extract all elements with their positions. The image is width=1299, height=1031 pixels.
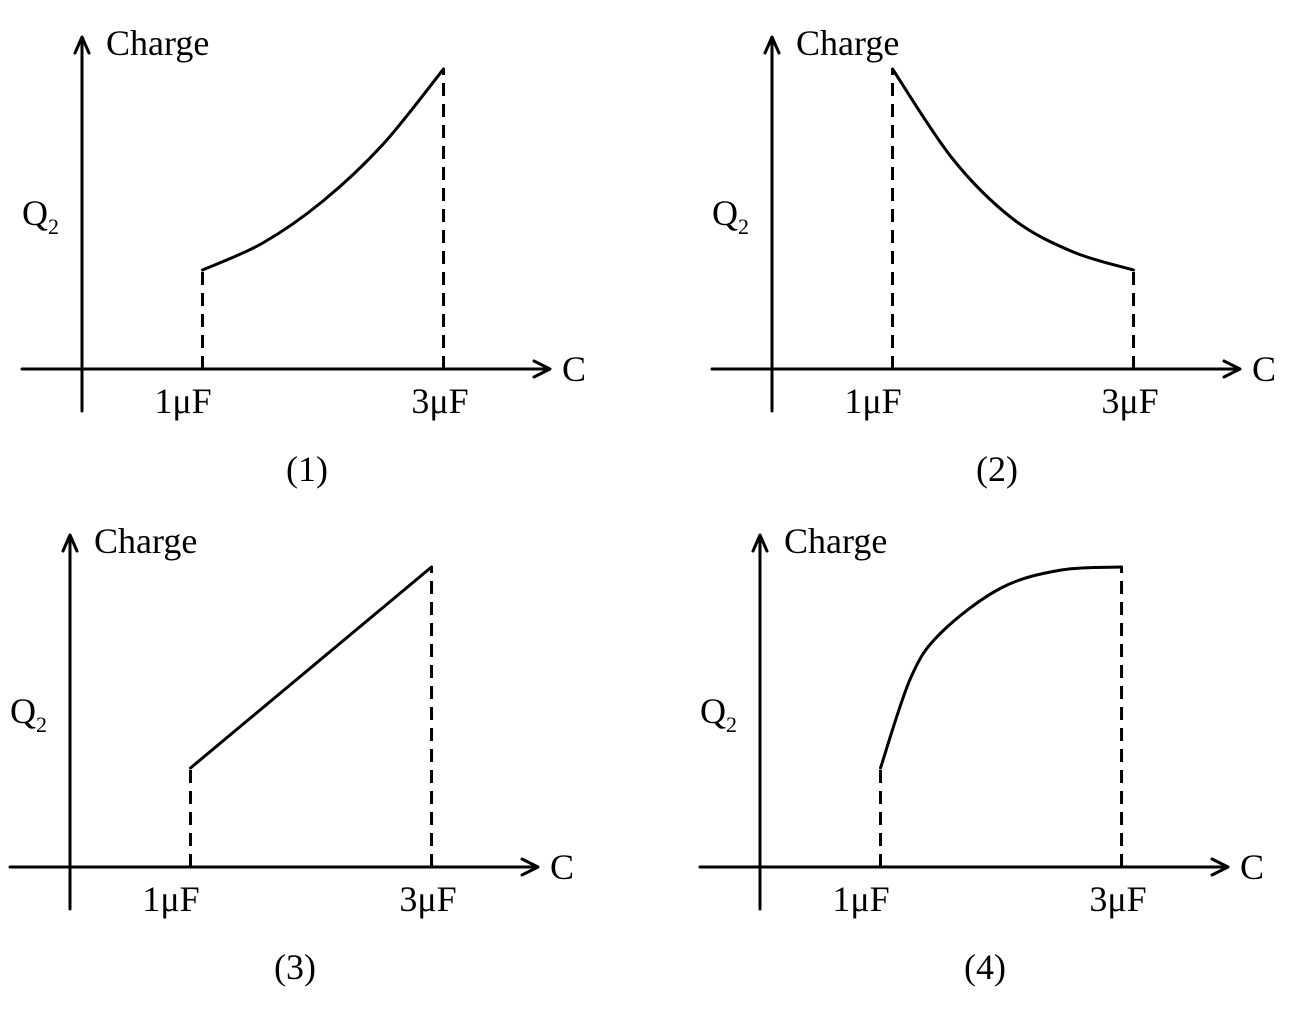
q-symbol: Q xyxy=(10,691,36,731)
y-axis-label: Charge xyxy=(94,521,197,561)
q-subscript: 2 xyxy=(726,712,737,737)
x-tick-label-1uf: 1μF xyxy=(832,879,889,919)
q2-level-label: Q2 xyxy=(10,691,47,737)
x-axis-label: C xyxy=(1252,349,1276,389)
series-marks xyxy=(201,67,446,369)
charge-curve xyxy=(201,67,446,272)
charge-curve xyxy=(879,565,1124,770)
q-subscript: 2 xyxy=(738,214,749,239)
y-axis-arrowhead xyxy=(61,533,79,553)
series-marks xyxy=(189,565,434,867)
x-tick-label-3uf: 3μF xyxy=(399,879,456,919)
q-symbol: Q xyxy=(22,193,48,233)
panel-caption: (4) xyxy=(964,947,1006,987)
y-axis-label: Charge xyxy=(784,521,887,561)
x-axis-arrowhead xyxy=(1222,359,1242,379)
x-tick-label-1uf: 1μF xyxy=(844,381,901,421)
series-marks xyxy=(891,67,1136,369)
x-axis-label: C xyxy=(562,349,586,389)
charge-curve xyxy=(891,67,1136,272)
x-tick-label-3uf: 3μF xyxy=(1089,879,1146,919)
panel-caption: (2) xyxy=(976,449,1018,489)
graph-panel-3: Charge C Q2 1μF 3μF (3) xyxy=(8,521,574,987)
y-axis-label: Charge xyxy=(106,23,209,63)
x-tick-label-1uf: 1μF xyxy=(154,381,211,421)
panel-caption: (1) xyxy=(286,449,328,489)
x-tick-label-1uf: 1μF xyxy=(142,879,199,919)
y-axis-arrowhead xyxy=(73,35,91,55)
panel-caption: (3) xyxy=(274,947,316,987)
q2-level-label: Q2 xyxy=(712,193,749,239)
q-symbol: Q xyxy=(700,691,726,731)
y-axis-arrowhead xyxy=(763,35,781,55)
q2-level-label: Q2 xyxy=(700,691,737,737)
graph-panel-4: Charge C Q2 1μF 3μF (4) xyxy=(698,521,1264,987)
x-tick-label-3uf: 3μF xyxy=(1101,381,1158,421)
x-axis-arrowhead xyxy=(520,857,540,877)
x-tick-label-3uf: 3μF xyxy=(411,381,468,421)
y-axis-label: Charge xyxy=(796,23,899,63)
q-subscript: 2 xyxy=(36,712,47,737)
x-axis-label: C xyxy=(550,847,574,887)
graph-panel-1: Charge C Q2 1μF 3μF (1) xyxy=(20,23,586,489)
q2-level-label: Q2 xyxy=(22,193,59,239)
x-axis-label: C xyxy=(1240,847,1264,887)
series-marks xyxy=(879,565,1124,867)
x-axis-arrowhead xyxy=(1210,857,1230,877)
q-subscript: 2 xyxy=(48,214,59,239)
q-symbol: Q xyxy=(712,193,738,233)
graph-panel-2: Charge C Q2 1μF 3μF (2) xyxy=(710,23,1276,489)
x-axis-arrowhead xyxy=(532,359,552,379)
charge-curve xyxy=(189,565,434,770)
y-axis-arrowhead xyxy=(751,533,769,553)
